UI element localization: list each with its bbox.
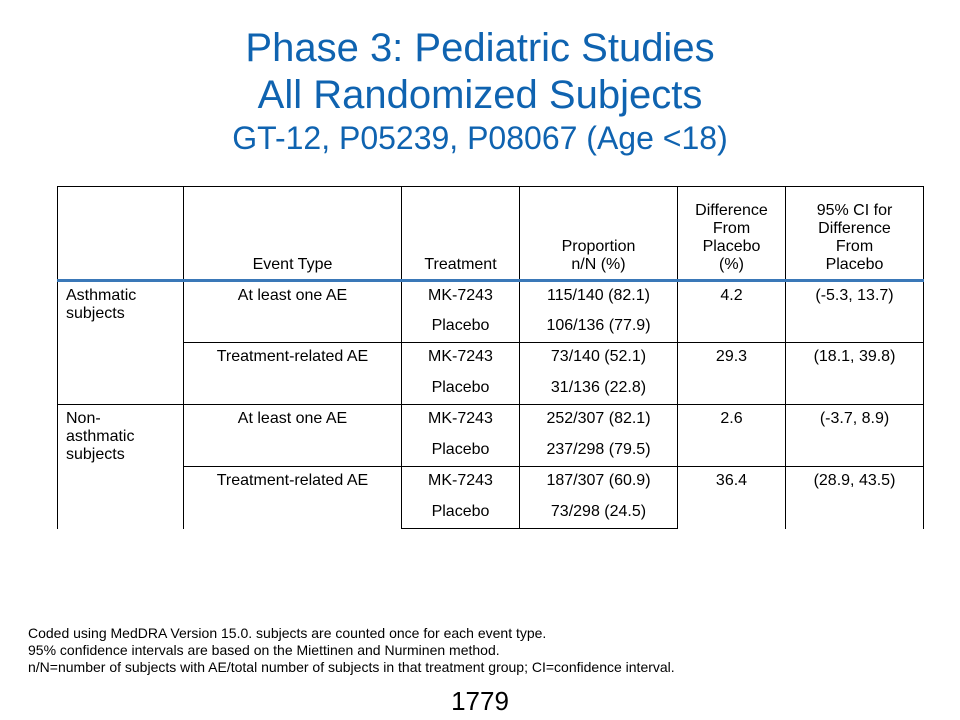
proportion-cell: 73/140 (52.1) [519,342,678,374]
treatment-cell: MK-7243 [401,342,520,374]
table-row: Treatment-related AE MK-7243 187/307 (60… [58,466,924,529]
proportion-cell: 237/298 (79.5) [519,435,678,467]
proportion-cell: 73/298 (24.5) [519,497,678,529]
header-ci: 95% CI for Difference From Placebo [785,186,924,282]
ci-cell: (-5.3, 13.7) [785,280,924,343]
ci-cell: (28.9, 43.5) [785,466,924,529]
event-type-cell: At least one AE [183,280,402,343]
treatment-cell: MK-7243 [401,404,520,436]
table-row: Placebo 31/136 (22.8) [58,373,924,405]
adverse-events-table: Event Type Treatment Proportion n/N (%) … [57,186,924,529]
header-group [57,186,184,282]
table-row: Non- asthmatic subjects At least one AE … [57,404,924,529]
page-number: 1779 [451,686,509,716]
header-difference: Difference From Placebo (%) [677,186,786,282]
table-row: Treatment-related AE MK-7243 73/140 (52.… [58,342,924,405]
event-type-cell: Treatment-related AE [183,466,402,529]
difference-cell: 2.6 [677,404,786,467]
footnote-definitions: n/N=number of subjects with AE/total num… [28,659,675,675]
treatment-cell: Placebo [401,435,520,467]
table-header-row: Event Type Treatment Proportion n/N (%) … [57,186,924,282]
ci-cell: (-3.7, 8.9) [785,404,924,467]
table-row: Placebo 73/298 (24.5) [58,497,924,529]
table-row: Placebo 106/136 (77.9) [58,311,924,343]
proportion-cell: 31/136 (22.8) [519,373,678,405]
slide-subtitle: All Randomized Subjects [257,73,703,117]
difference-cell: 36.4 [677,466,786,529]
table-row: Placebo 237/298 (79.5) [58,435,924,467]
treatment-cell: MK-7243 [401,466,520,498]
footnotes: Coded using MedDRA Version 15.0. subject… [28,625,948,676]
table-row: Asthmatic subjects At least one AE MK-72… [57,280,924,405]
footnote-meddra: Coded using MedDRA Version 15.0. subject… [28,625,547,641]
difference-cell: 4.2 [677,280,786,343]
event-type-cell: At least one AE [183,404,402,467]
event-type-cell: Treatment-related AE [183,342,402,405]
proportion-cell: 115/140 (82.1) [519,280,678,312]
proportion-cell: 106/136 (77.9) [519,311,678,343]
treatment-cell: Placebo [401,311,520,343]
proportion-cell: 252/307 (82.1) [519,404,678,436]
treatment-cell: Placebo [401,497,520,529]
group-label-asthmatic: Asthmatic subjects [57,280,184,405]
slide-title: Phase 3: Pediatric Studies [245,26,715,70]
proportion-cell: 187/307 (60.9) [519,466,678,498]
treatment-cell: MK-7243 [401,280,520,312]
ci-cell: (18.1, 39.8) [785,342,924,405]
slide-study-ids: GT-12, P05239, P08067 (Age <18) [232,120,728,156]
group-label-non-asthmatic: Non- asthmatic subjects [57,404,184,529]
header-proportion: Proportion n/N (%) [519,186,678,282]
treatment-cell: Placebo [401,373,520,405]
difference-cell: 29.3 [677,342,786,405]
header-event-type: Event Type [183,186,402,282]
header-treatment: Treatment [401,186,520,282]
footnote-ci-method: 95% confidence intervals are based on th… [28,642,500,658]
